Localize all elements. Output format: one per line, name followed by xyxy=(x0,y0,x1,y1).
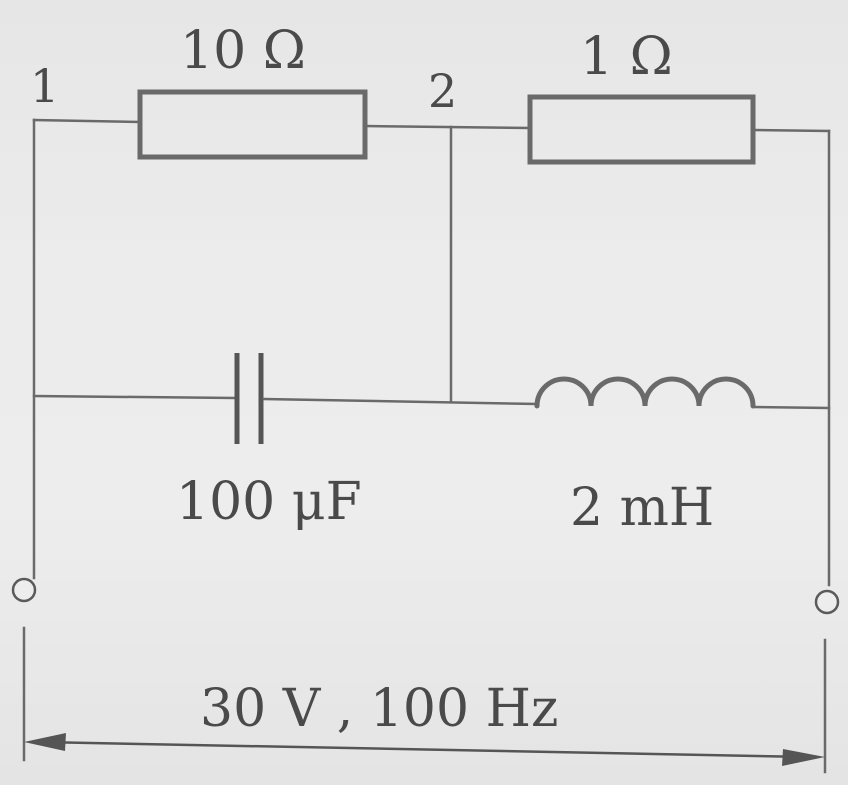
wire-bottom-middle xyxy=(262,397,539,406)
voltage-arrow-head-left xyxy=(24,733,66,751)
node-2-label: 2 xyxy=(428,64,457,118)
wire-top-right xyxy=(751,128,831,133)
inductor-coil xyxy=(534,376,756,409)
voltage-arrow-head-right xyxy=(782,749,825,766)
resistor-1-ohm xyxy=(527,94,756,165)
wire-top-left xyxy=(32,118,142,124)
terminal-left xyxy=(11,577,37,603)
terminal-right xyxy=(814,589,840,615)
wire-bottom-right xyxy=(751,405,831,410)
source-label: 30 V , 100 Hz xyxy=(200,679,558,739)
resistor-10-ohm xyxy=(137,89,368,160)
node-1-label: 1 xyxy=(30,59,59,113)
wire-bottom-left xyxy=(32,394,236,400)
inductor-label: 2 mH xyxy=(570,478,714,538)
wire-top-middle xyxy=(363,124,532,130)
capacitor-label: 100 μF xyxy=(176,472,362,532)
voltage-arrow-line xyxy=(39,740,809,759)
resistor-10-ohm-label: 10 Ω xyxy=(180,21,306,81)
resistor-1-ohm-label: 1 Ω xyxy=(580,27,673,87)
